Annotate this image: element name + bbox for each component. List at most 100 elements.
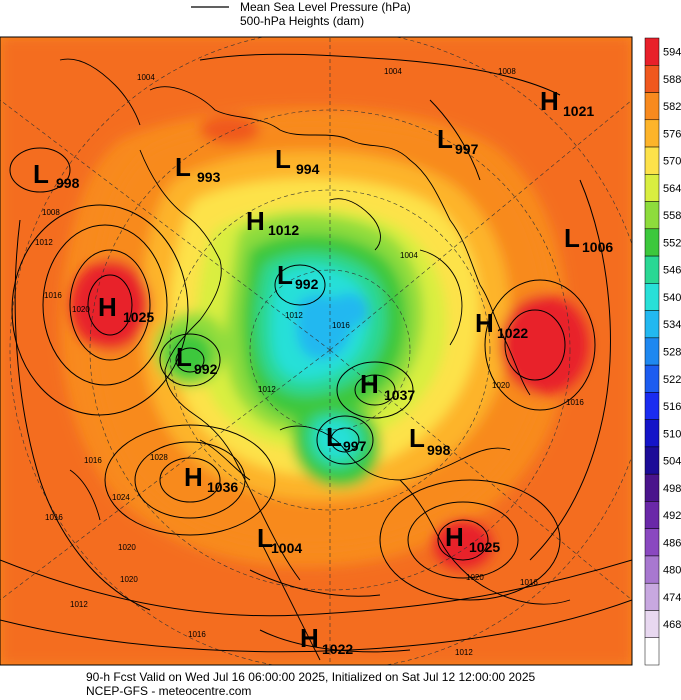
colorbar-swatch: [644, 255, 660, 284]
colorbar-swatch: [644, 446, 660, 475]
isobar-label: 1016: [84, 456, 102, 465]
colorbar-label: 570: [663, 156, 681, 168]
colorbar-label: 540: [663, 292, 681, 304]
colorbar-label: 582: [663, 101, 681, 113]
colorbar-swatch: [644, 119, 660, 148]
pressure-system-low: L 992: [277, 260, 319, 292]
isobar-label: 1016: [44, 291, 62, 300]
pressure-system-low: L 1006: [564, 223, 613, 255]
system-letter: H: [184, 462, 203, 492]
isobar-label: 1004: [137, 73, 155, 82]
system-letter: L: [275, 144, 291, 174]
isobar-label: 1012: [455, 648, 473, 657]
colorbar-label: 546: [663, 265, 681, 277]
system-letter: H: [360, 369, 379, 399]
colorbar-label: 534: [663, 319, 681, 331]
pressure-system-low: L 998: [409, 423, 451, 458]
isobar-label: 1016: [45, 513, 63, 522]
map-header: Mean Sea Level Pressure (hPa) 500-hPa He…: [191, 0, 411, 28]
colorbar-label: 468: [663, 619, 681, 631]
colorbar-swatch: [644, 501, 660, 529]
system-letter: H: [475, 308, 494, 338]
system-value: 992: [194, 361, 218, 377]
map-footer: 90-h Fcst Valid on Wed Jul 16 06:00:00 2…: [86, 670, 536, 698]
system-letter: L: [33, 159, 49, 189]
pressure-system-high: H 1022: [300, 623, 353, 657]
colorbar-label: 552: [663, 237, 681, 249]
pressure-system-high: H 1036: [184, 462, 238, 495]
footer-line-1: 90-h Fcst Valid on Wed Jul 16 06:00:00 2…: [86, 670, 536, 684]
system-value: 1006: [582, 239, 613, 255]
map-frame: [0, 36, 633, 666]
system-letter: L: [326, 422, 342, 452]
colorbar-label: 498: [663, 483, 681, 495]
isobars: [0, 53, 632, 653]
colorbar: 594 588 582 576 570 564 558 552 546 540 534 528 522 5…: [644, 37, 681, 666]
pressure-system-low: L 993: [175, 152, 221, 185]
system-letter: L: [564, 223, 580, 253]
colorbar-label: 504: [663, 456, 681, 468]
pressure-system-high: H 1021: [540, 86, 594, 119]
pressure-system-low: L 998: [33, 159, 80, 191]
system-value: 997: [343, 438, 367, 454]
colorbar-swatch: [644, 310, 660, 339]
pressure-system-low: L 997: [437, 124, 479, 157]
isobar-label: 1020: [492, 381, 510, 390]
pressure-system-low: L 994: [275, 144, 320, 177]
colorbar-label: 516: [663, 401, 681, 413]
isobar-label: 1016: [332, 321, 350, 330]
system-value: 1022: [497, 325, 528, 341]
colorbar-label: 486: [663, 537, 681, 549]
system-letter: L: [257, 523, 273, 553]
colorbar-label: 474: [663, 592, 681, 604]
pressure-system-high: H 1025: [445, 522, 500, 555]
isobar-label: 1020: [72, 305, 90, 314]
colorbar-swatch: [644, 637, 660, 666]
system-value: 1004: [271, 540, 302, 556]
system-letter: L: [176, 342, 192, 372]
colorbar-label: 528: [663, 347, 681, 359]
colorbar-swatch: [644, 337, 660, 366]
system-value: 1025: [469, 539, 500, 555]
colorbar-label: 588: [663, 74, 681, 86]
isobar-label: 1020: [118, 543, 136, 552]
isobar-label: 1024: [112, 493, 130, 502]
colorbar-swatch: [644, 610, 660, 638]
pressure-system-low: L 992: [176, 342, 218, 377]
system-value: 994: [296, 161, 320, 177]
colorbar-swatch: [644, 528, 660, 557]
colorbar-label: 480: [663, 565, 681, 577]
pressure-system-high: H 1022: [475, 308, 528, 341]
colorbar-label: 522: [663, 374, 681, 386]
isobar-label: 1012: [285, 311, 303, 320]
colorbar-label: 594: [663, 47, 681, 59]
colorbar-swatch: [644, 201, 660, 230]
colorbar-swatch: [644, 283, 660, 311]
system-value: 998: [427, 442, 451, 458]
colorbar-label: 558: [663, 210, 681, 222]
system-value: 1037: [384, 387, 415, 403]
isobar-label: 1012: [258, 385, 276, 394]
system-letter: H: [98, 292, 117, 322]
colorbar-swatch: [644, 555, 660, 584]
system-letter: L: [175, 152, 191, 182]
isobar-label: 1004: [400, 251, 418, 260]
system-value: 998: [56, 175, 80, 191]
pressure-system-high: H 1037: [360, 369, 415, 403]
system-value: 1036: [207, 479, 238, 495]
colorbar-swatch: [644, 364, 660, 393]
system-value: 992: [295, 276, 319, 292]
isobar-label: 1012: [70, 600, 88, 609]
system-letter: L: [409, 423, 425, 453]
colorbar-label: 564: [663, 183, 681, 195]
colorbar-swatch: [644, 392, 660, 420]
pressure-system-low: L 997: [326, 422, 367, 454]
header-line-2: 500-hPa Heights (dam): [240, 14, 364, 28]
system-value: 993: [197, 169, 221, 185]
isobar-label: 1020: [466, 573, 484, 582]
colorbar-label: 510: [663, 428, 681, 440]
system-value: 1012: [268, 222, 299, 238]
